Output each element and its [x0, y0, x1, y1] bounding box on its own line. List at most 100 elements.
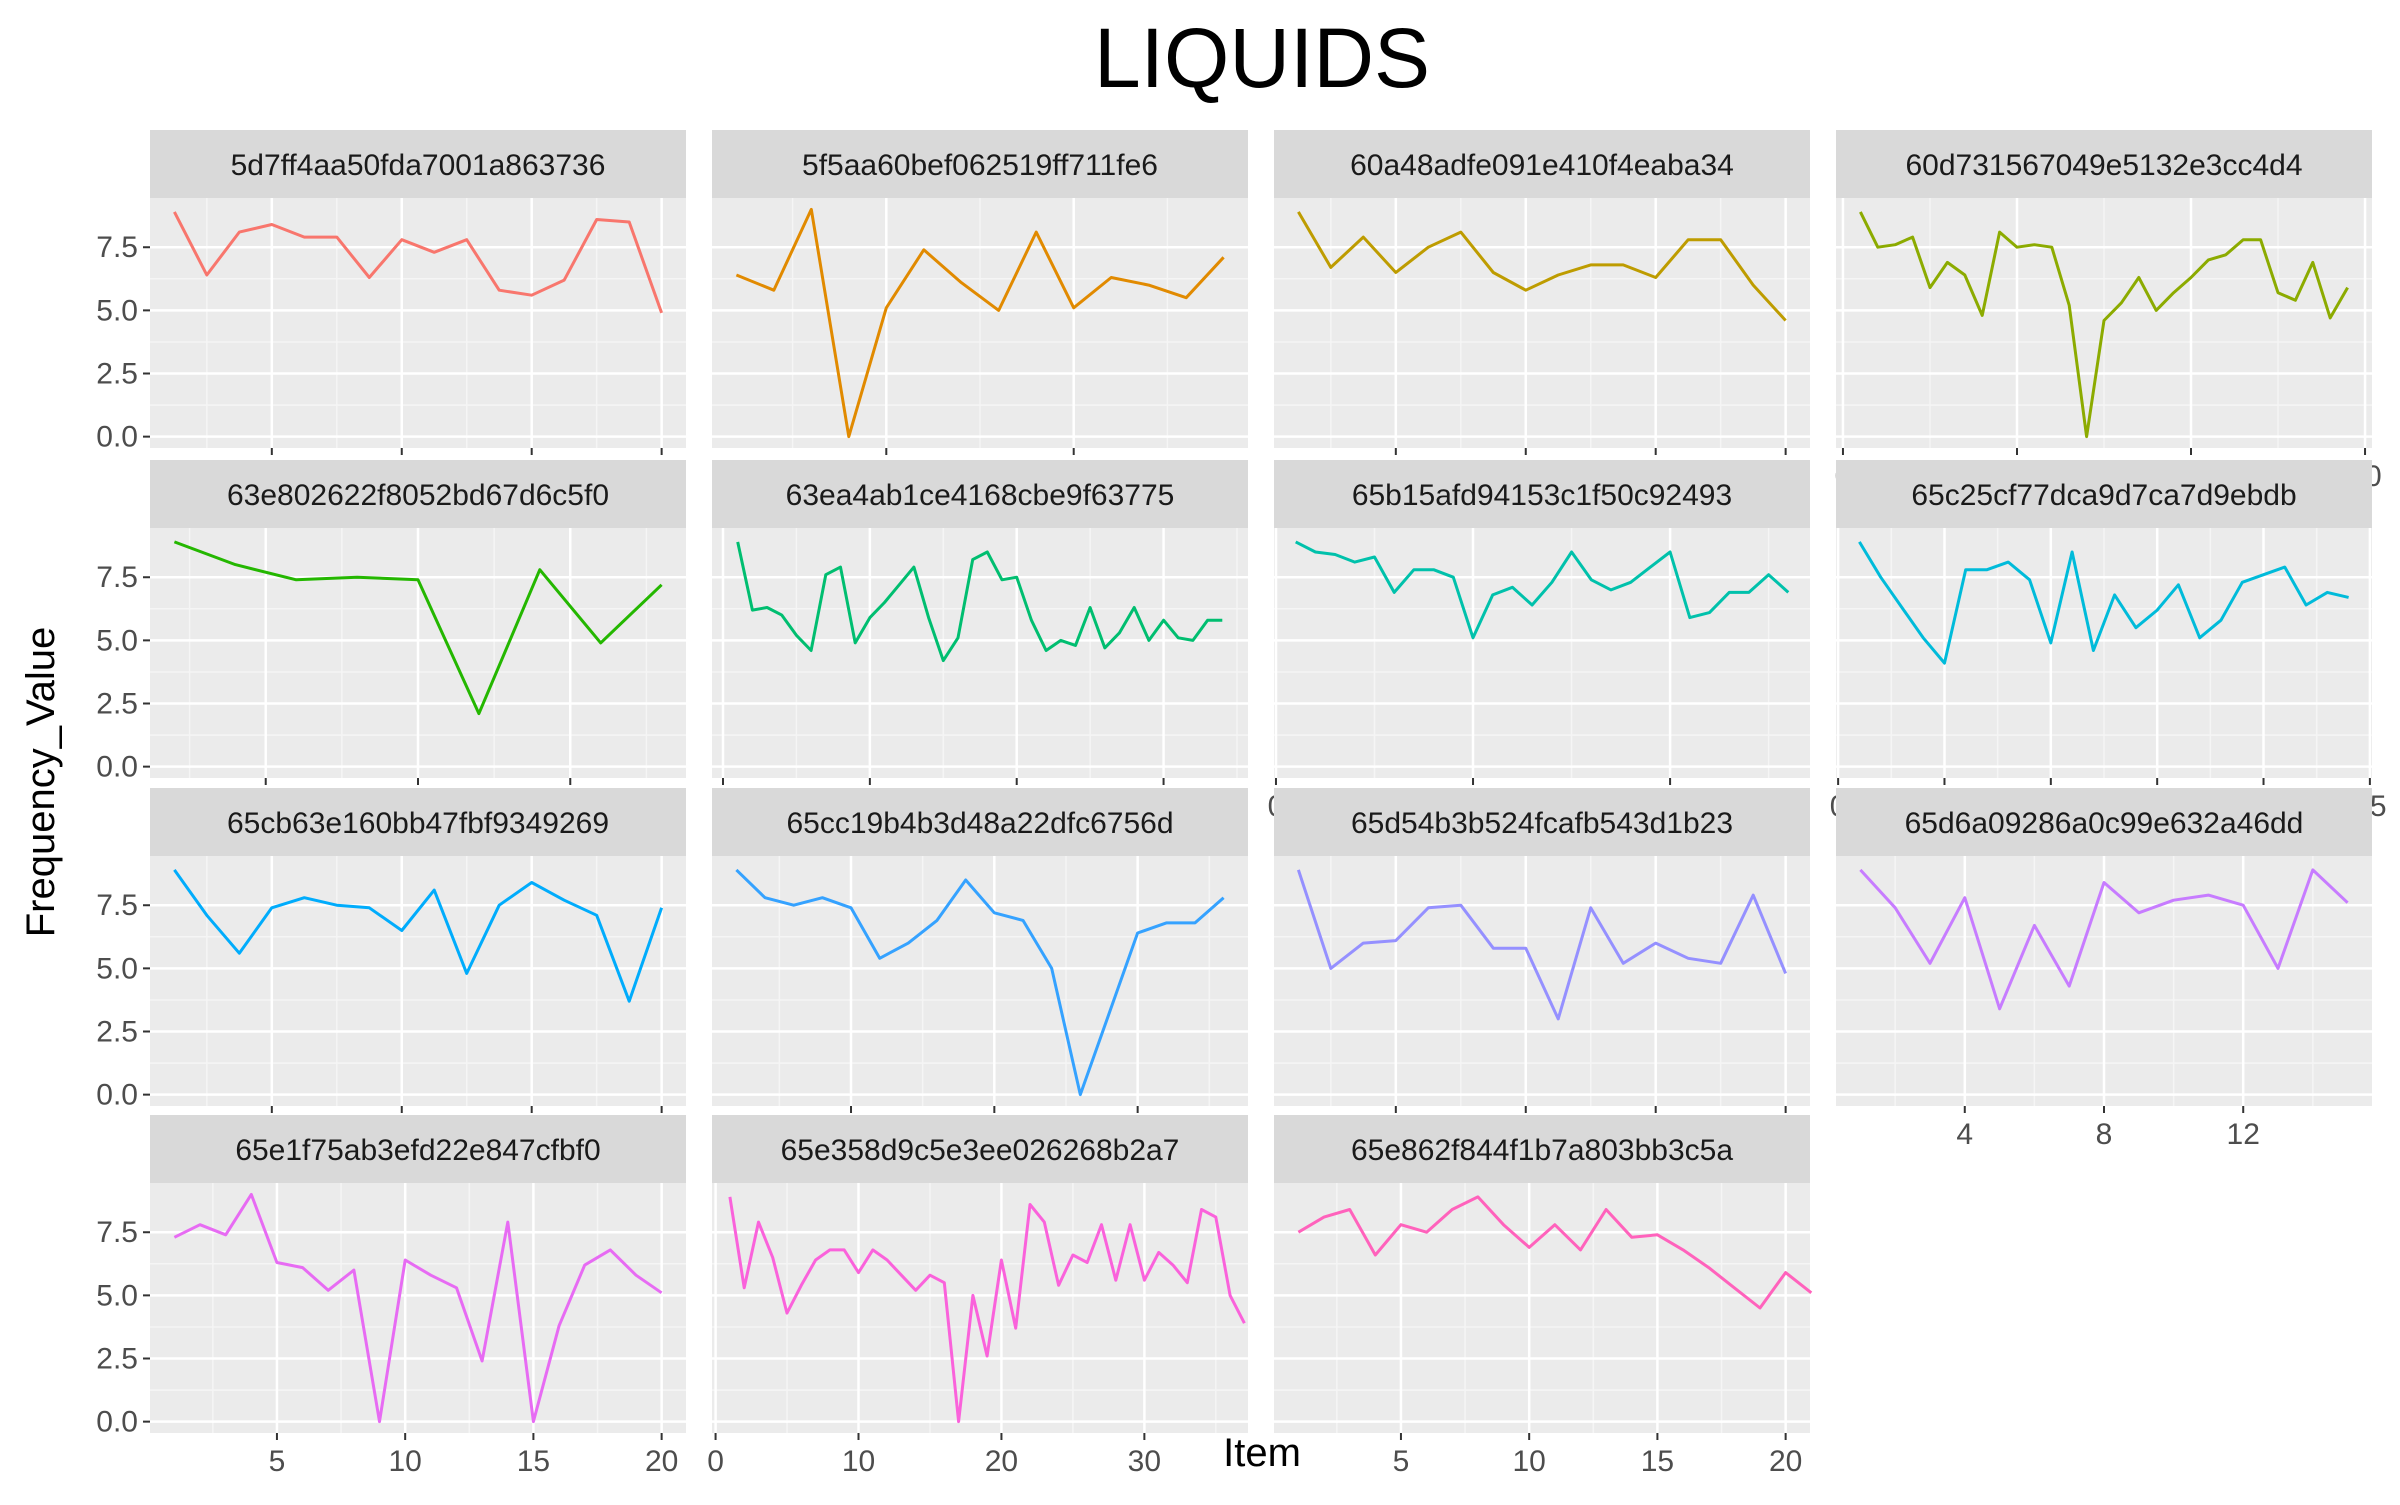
series-line [1295, 540, 1790, 640]
data-point [1425, 1230, 1429, 1234]
data-point [1980, 313, 1984, 317]
data-point [1524, 288, 1528, 292]
data-point [352, 1268, 356, 1272]
data-point [1014, 1326, 1018, 1330]
data-point [728, 1195, 732, 1199]
y-tick-label: 0.0 [96, 751, 138, 784]
plot-background [712, 1183, 1248, 1433]
data-point [2304, 603, 2308, 607]
x-tick-label: 12 [2227, 1118, 2260, 1151]
data-point [927, 616, 931, 620]
series-line [1297, 211, 1787, 322]
data-point [878, 956, 882, 960]
data-point [1162, 618, 1166, 622]
facet-strip-label: 60d731567049e5132e3cc4d4 [1905, 149, 2302, 182]
data-point [1085, 1261, 1089, 1265]
data-point [1655, 1233, 1659, 1237]
data-point [1911, 235, 1915, 239]
data-point [2346, 286, 2350, 290]
data-point [2050, 245, 2054, 249]
data-point [964, 878, 968, 882]
y-tick-label: 2.5 [96, 358, 138, 391]
data-point [1604, 1208, 1608, 1212]
series-line [736, 541, 1223, 663]
data-point [1928, 286, 1932, 290]
data-point [2102, 881, 2106, 885]
data-point [1294, 540, 1298, 544]
data-point [1184, 296, 1188, 300]
data-point [531, 1420, 535, 1424]
data-point [1589, 906, 1593, 910]
data-point [906, 941, 910, 945]
data-point [1057, 1283, 1061, 1287]
data-point [884, 306, 888, 310]
data-point [2198, 636, 2202, 640]
data-point [1921, 636, 1925, 640]
data-point [1193, 921, 1197, 925]
data-point [1296, 1230, 1300, 1234]
data-point [1719, 961, 1723, 965]
data-point [367, 906, 371, 910]
y-tick-label: 7.5 [96, 561, 138, 594]
data-point [1044, 648, 1048, 652]
data-point [1858, 210, 1862, 214]
data-point [2347, 595, 2351, 599]
facet-strip-label: 60a48adfe091e410f4eaba34 [1350, 149, 1734, 182]
data-point [1147, 638, 1151, 642]
data-point [1998, 230, 2002, 234]
x-tick-label: 10 [842, 1445, 875, 1478]
data-point [1296, 868, 1300, 872]
data-point [1550, 580, 1554, 584]
data-point [1471, 636, 1475, 640]
data-point [1450, 1208, 1454, 1212]
data-point [1556, 1017, 1560, 1021]
series-line [735, 868, 1225, 1097]
data-point [1128, 1223, 1132, 1227]
facet-strip-label: 65d6a09286a0c99e632a46dd [1905, 807, 2304, 840]
data-point [400, 238, 404, 242]
facet-panel: 65cb63e160bb47fbf93492694812160.02.55.07… [96, 788, 686, 1151]
data-point [1589, 263, 1593, 267]
data-point [2134, 626, 2138, 630]
data-point [1491, 270, 1495, 274]
x-tick-label: 10 [388, 1445, 421, 1478]
data-point [799, 1283, 803, 1287]
data-point [465, 238, 469, 242]
plot-background [150, 1183, 686, 1433]
facet-strip-label: 65d54b3b524fcafb543d1b23 [1351, 807, 1733, 840]
data-point [1220, 618, 1224, 622]
data-point [270, 223, 274, 227]
x-tick-label: 10 [1512, 1445, 1545, 1478]
data-point [1222, 255, 1226, 259]
data-point [1654, 941, 1658, 945]
data-point [1578, 1248, 1582, 1252]
data-point [1502, 1223, 1506, 1227]
data-point [814, 1258, 818, 1262]
data-point [1118, 631, 1122, 635]
y-tick-label: 0.0 [96, 421, 138, 454]
facet-strip-label: 65c25cf77dca9d7ca7d9ebdb [1911, 479, 2296, 512]
data-point [959, 281, 963, 285]
data-point [2028, 578, 2032, 582]
data-point [249, 1192, 253, 1196]
data-point [172, 210, 176, 214]
data-point [842, 1248, 846, 1252]
x-tick-label: 4 [1956, 1118, 1973, 1151]
facet-strip [1836, 788, 2372, 856]
data-point [1034, 230, 1038, 234]
data-point [1893, 906, 1897, 910]
data-point [1708, 611, 1712, 615]
data-point [233, 563, 237, 567]
data-point [1767, 573, 1771, 577]
x-tick-label: 0 [707, 1445, 724, 1478]
data-point [599, 641, 603, 645]
data-point [824, 573, 828, 577]
data-point [660, 311, 664, 315]
data-point [1747, 590, 1751, 594]
data-point [627, 220, 631, 224]
data-point [780, 613, 784, 617]
data-point [1132, 606, 1136, 610]
data-point [2154, 308, 2158, 312]
data-point [1570, 550, 1574, 554]
data-point [2049, 641, 2053, 645]
